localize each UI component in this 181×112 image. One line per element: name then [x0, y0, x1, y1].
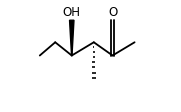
Text: OH: OH — [63, 6, 81, 19]
Polygon shape — [70, 21, 74, 56]
Text: O: O — [108, 6, 117, 19]
